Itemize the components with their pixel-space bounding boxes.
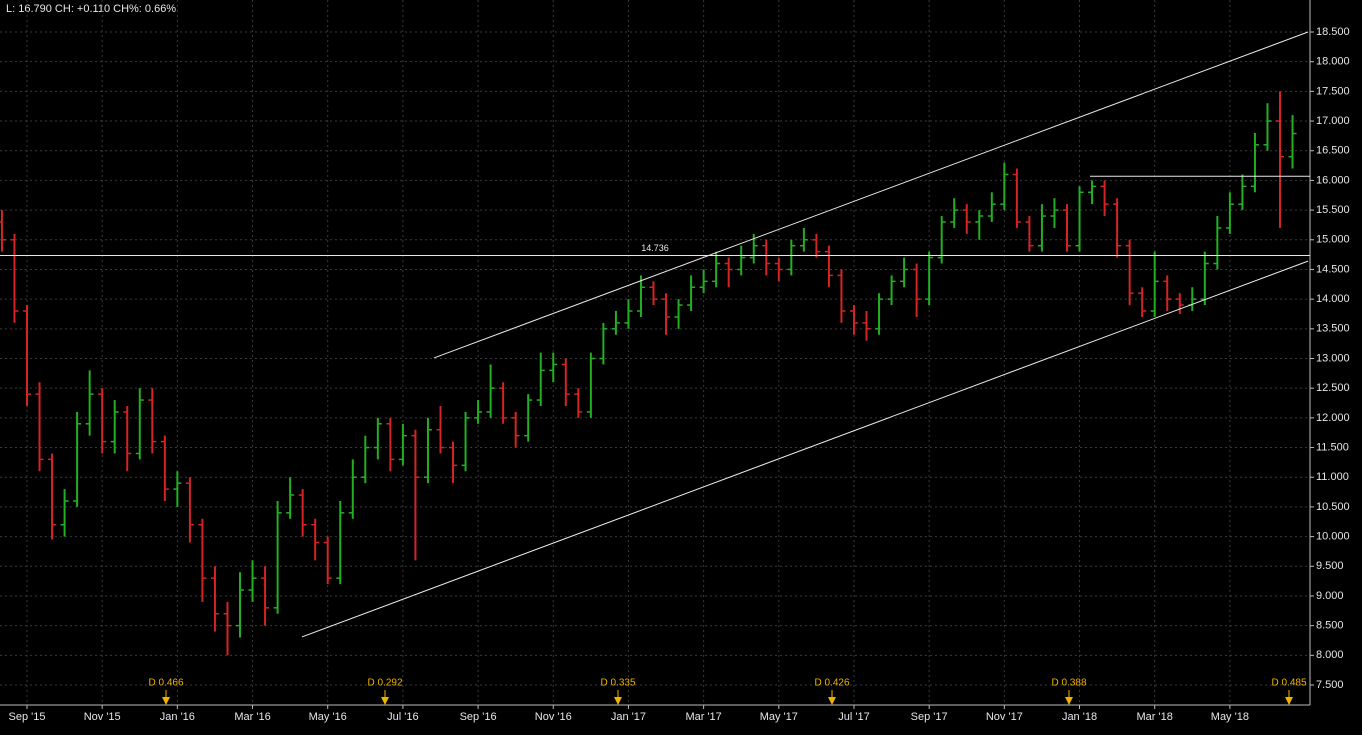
y-tick-label: 18.500 <box>1316 26 1350 38</box>
dividend-arrow <box>162 697 170 705</box>
trendline <box>301 260 1309 638</box>
y-tick-label: 14.500 <box>1316 263 1350 275</box>
x-tick-label: May '18 <box>1211 711 1249 723</box>
dividend-arrow <box>381 697 389 705</box>
y-tick-label: 17.000 <box>1316 115 1350 127</box>
x-tick-label: Jan '17 <box>611 711 646 723</box>
y-tick-label: 16.000 <box>1316 174 1350 186</box>
dividend-label: D 0.335 <box>600 678 635 689</box>
x-tick-label: Nov '15 <box>84 711 121 723</box>
dividend-arrow <box>1065 697 1073 705</box>
header-quote: L: 16.790 CH: +0.110 CH%: 0.66% <box>6 3 176 15</box>
y-tick-label: 9.000 <box>1316 590 1344 602</box>
x-tick-label: May '17 <box>760 711 798 723</box>
y-tick-label: 16.500 <box>1316 145 1350 157</box>
reference-label: 14.736 <box>641 243 669 253</box>
dividend-label: D 0.466 <box>148 678 183 689</box>
x-tick-label: Sep '17 <box>911 711 948 723</box>
dividend-arrow <box>614 697 622 705</box>
y-tick-label: 8.000 <box>1316 649 1344 661</box>
x-tick-label: Jul '17 <box>838 711 869 723</box>
y-tick-label: 10.500 <box>1316 501 1350 513</box>
y-tick-label: 14.000 <box>1316 293 1350 305</box>
dividend-label: D 0.292 <box>367 678 402 689</box>
y-tick-label: 15.000 <box>1316 234 1350 246</box>
dividend-label: D 0.426 <box>814 678 849 689</box>
x-tick-label: Sep '16 <box>460 711 497 723</box>
y-tick-label: 15.500 <box>1316 204 1350 216</box>
trendline <box>433 31 1309 359</box>
y-tick-label: 8.500 <box>1316 620 1344 632</box>
dividend-label: D 0.388 <box>1051 678 1086 689</box>
x-tick-label: Jan '16 <box>160 711 195 723</box>
x-tick-label: Mar '17 <box>685 711 721 723</box>
x-tick-label: Nov '17 <box>986 711 1023 723</box>
y-tick-label: 12.500 <box>1316 382 1350 394</box>
y-tick-label: 18.000 <box>1316 56 1350 68</box>
x-tick-label: Mar '16 <box>234 711 270 723</box>
y-tick-label: 13.500 <box>1316 323 1350 335</box>
x-tick-label: Nov '16 <box>535 711 572 723</box>
y-tick-label: 7.500 <box>1316 679 1344 691</box>
x-tick-label: Jan '18 <box>1062 711 1097 723</box>
x-tick-label: Mar '18 <box>1137 711 1173 723</box>
y-tick-label: 9.500 <box>1316 560 1344 572</box>
x-tick-label: Sep '15 <box>9 711 46 723</box>
dividend-label: D 0.485 <box>1271 678 1306 689</box>
dividend-arrow <box>828 697 836 705</box>
x-tick-label: May '16 <box>309 711 347 723</box>
y-tick-label: 13.000 <box>1316 352 1350 364</box>
y-tick-label: 10.000 <box>1316 530 1350 542</box>
y-tick-label: 12.000 <box>1316 412 1350 424</box>
y-tick-label: 17.500 <box>1316 85 1350 97</box>
y-tick-label: 11.000 <box>1316 471 1349 483</box>
x-tick-label: Jul '16 <box>387 711 418 723</box>
dividend-arrow <box>1285 697 1293 705</box>
y-tick-label: 11.500 <box>1316 441 1349 453</box>
